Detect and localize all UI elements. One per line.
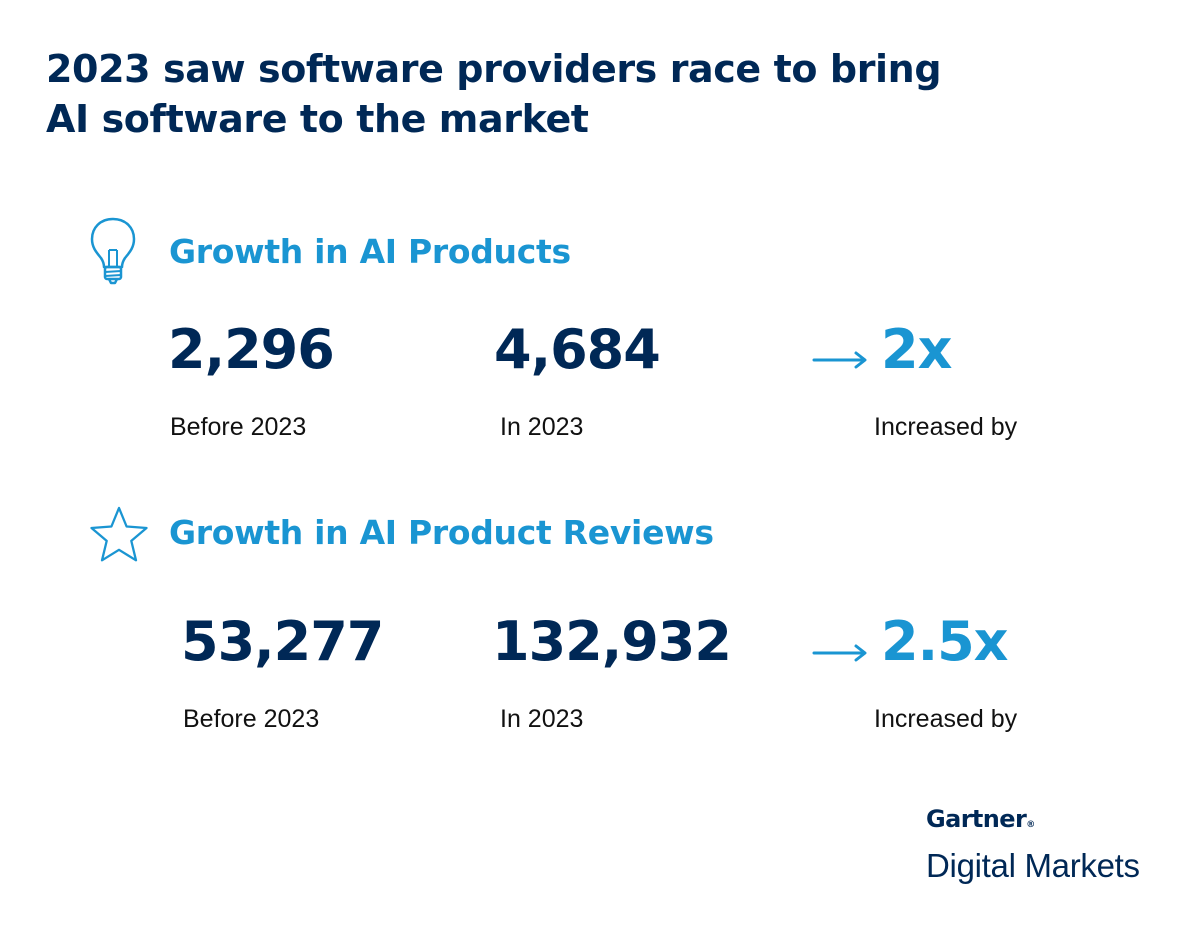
arrow-right-icon — [812, 351, 867, 369]
stat-increase-label: Increased by — [874, 705, 1018, 733]
stat-in-value: 4,684 — [494, 318, 661, 381]
registered-mark: ® — [1026, 820, 1035, 830]
section-heading-ai-products: Growth in AI Products — [169, 232, 571, 271]
section-heading-ai-product-reviews: Growth in AI Product Reviews — [169, 513, 714, 552]
brand-name: Gartner® — [926, 805, 1035, 833]
stat-before-label: Before 2023 — [183, 705, 320, 733]
arrow-right-icon — [812, 644, 867, 662]
stat-before-value: 53,277 — [181, 610, 384, 673]
stat-in-label: In 2023 — [500, 413, 584, 441]
stat-increase-value: 2.5x — [881, 610, 1008, 673]
stat-before-label: Before 2023 — [170, 413, 307, 441]
lightbulb-icon — [90, 217, 136, 285]
stat-in-label: In 2023 — [500, 705, 584, 733]
stat-in-value: 132,932 — [492, 610, 732, 673]
stat-before-value: 2,296 — [168, 318, 335, 381]
brand-subtitle: Digital Markets — [926, 847, 1140, 884]
stat-increase-label: Increased by — [874, 413, 1018, 441]
star-icon — [90, 506, 148, 562]
gartner-digital-markets-logo: Gartner® Digital Markets — [926, 804, 1140, 886]
page-title: 2023 saw software providers race to brin… — [46, 47, 942, 141]
stat-increase-value: 2x — [881, 318, 952, 381]
